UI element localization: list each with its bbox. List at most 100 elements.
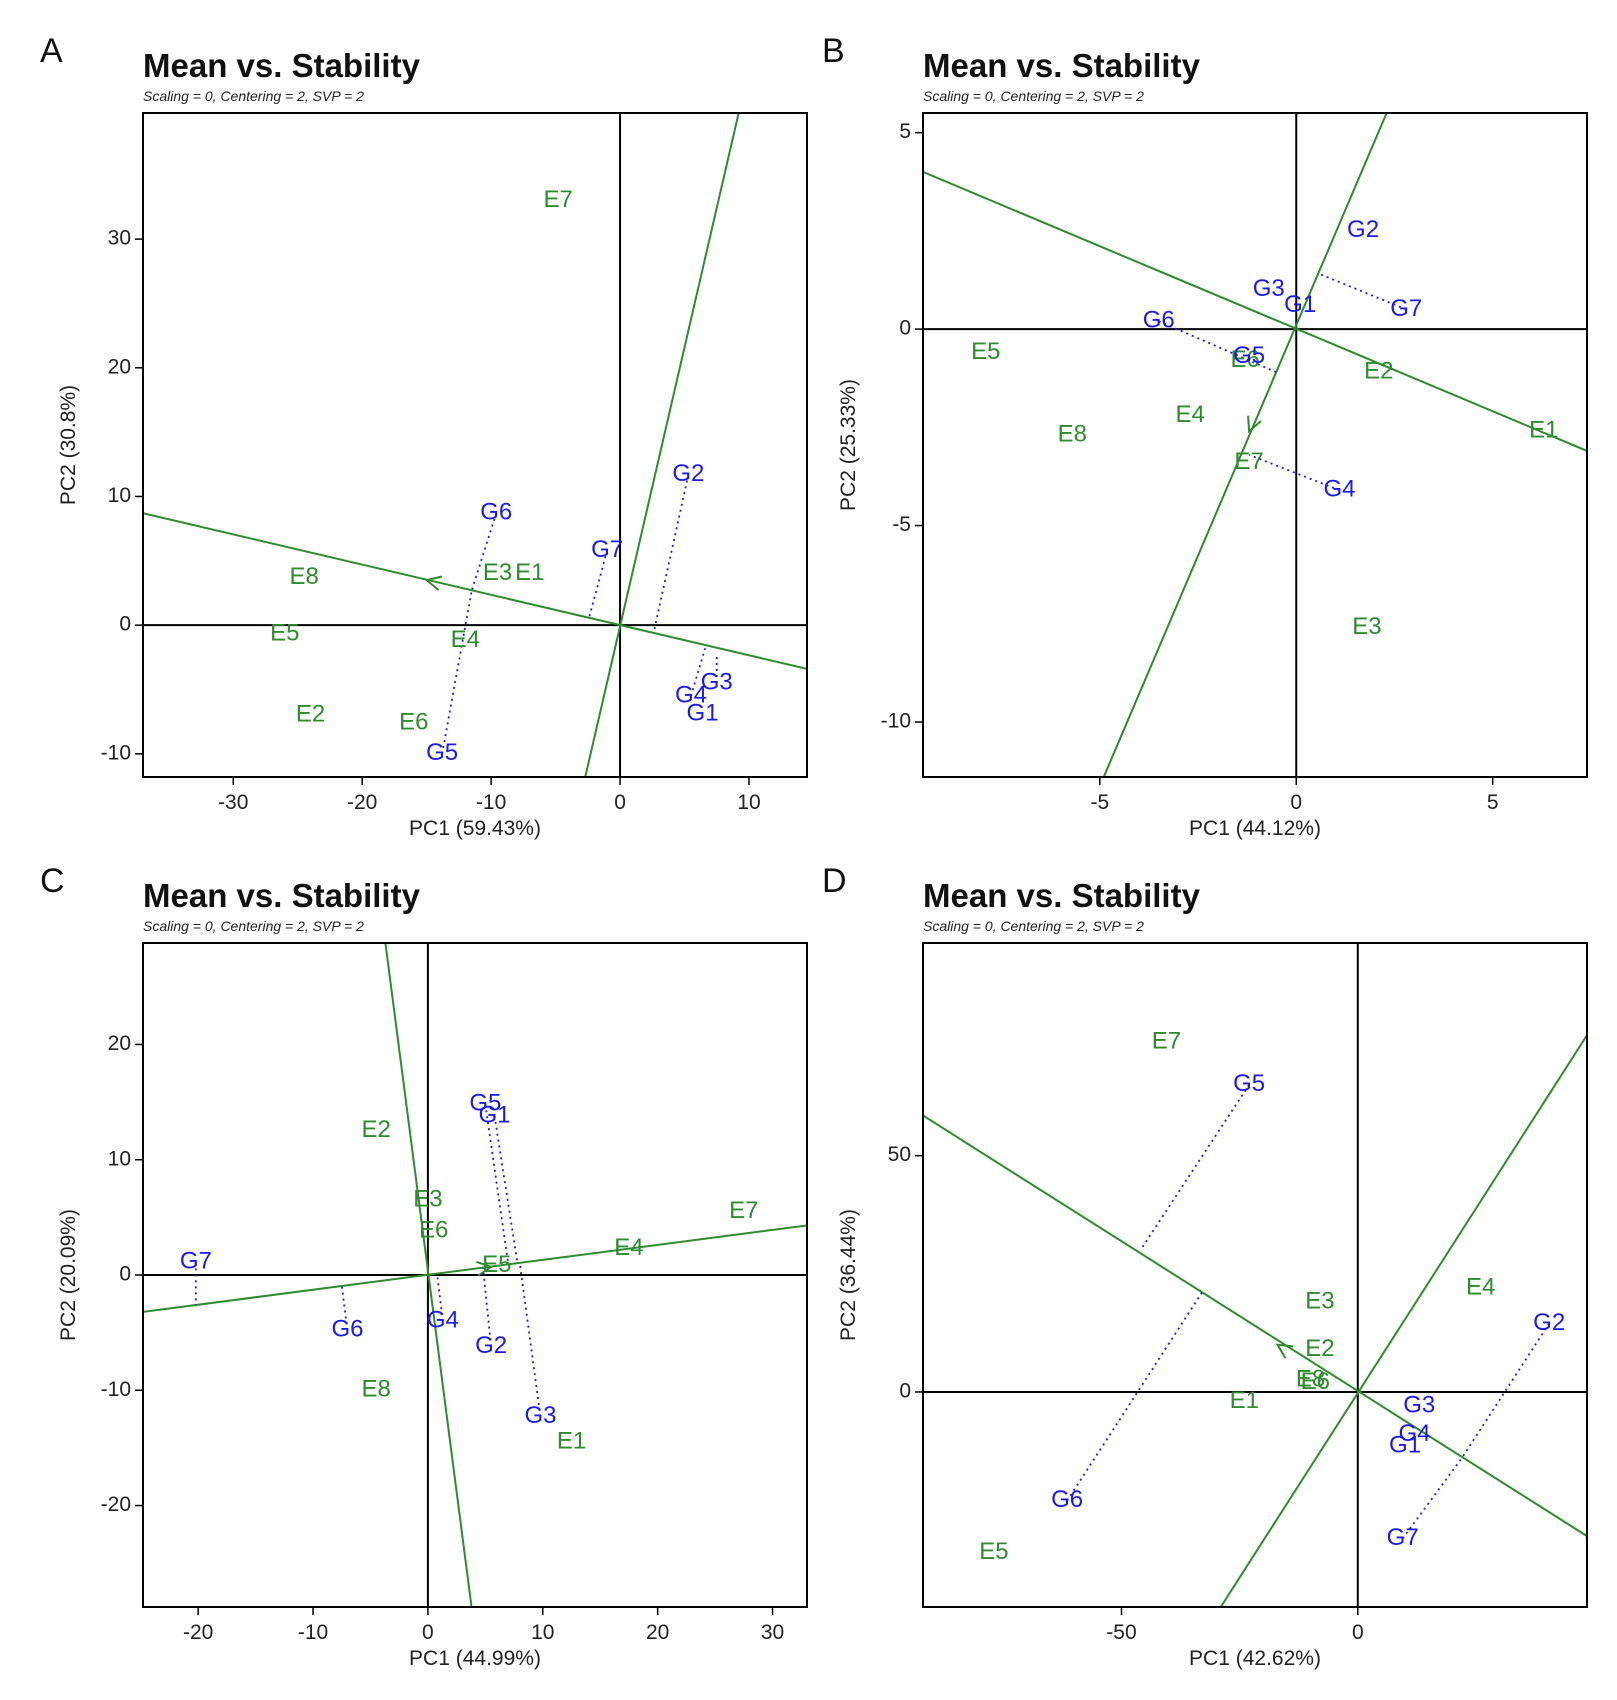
projection-line-g4: [690, 648, 707, 697]
env-label-e1: E1: [515, 559, 544, 586]
x-tick-label: 0: [1290, 791, 1302, 814]
projection-line-g5: [1139, 1084, 1250, 1251]
genotype-label-g2: G2: [1347, 216, 1379, 243]
env-label-e5: E5: [971, 338, 1000, 365]
y-tick-label: -10: [101, 741, 131, 764]
projection-line-g5: [441, 590, 473, 754]
y-tick-label: -10: [101, 1378, 131, 1401]
chart-subtitle: Scaling = 0, Centering = 2, SVP = 2: [143, 88, 364, 104]
panel-c: C Mean vs. Stability Scaling = 0, Centerin…: [40, 862, 808, 1670]
x-tick-label: 20: [646, 1621, 669, 1644]
plot-frame: [922, 112, 1588, 778]
plot-area: [923, 113, 1587, 777]
x-tick-label: 10: [531, 1621, 554, 1644]
x-axis-label: PC1 (44.12%): [1189, 817, 1321, 840]
x-tick-label: -10: [298, 1621, 328, 1644]
x-tick-label: -30: [218, 791, 248, 814]
genotype-label-g3: G3: [701, 668, 733, 695]
genotype-label-g6: G6: [1143, 307, 1175, 334]
genotype-label-g1: G1: [479, 1101, 511, 1128]
env-label-e8: E8: [362, 1376, 391, 1403]
chart-title: Mean vs. Stability: [923, 877, 1201, 914]
aec-abscissa-line: [143, 1224, 807, 1313]
panel-letter: D: [822, 862, 847, 900]
x-axis-label: PC1 (59.43%): [409, 817, 541, 840]
panel-letter: C: [40, 862, 65, 900]
y-tick-label: 20: [108, 1032, 131, 1055]
env-label-e8: E8: [1296, 1365, 1325, 1392]
env-label-e4: E4: [451, 626, 480, 653]
mean-direction-arrow: [424, 575, 443, 591]
mean-direction-arrow: [1247, 415, 1262, 434]
chart-title: Mean vs. Stability: [143, 47, 421, 84]
y-tick-label: -5: [892, 513, 911, 536]
genotype-label-g7: G7: [591, 536, 623, 563]
projection-line-g2: [482, 1267, 492, 1347]
genotype-label-g4: G4: [427, 1306, 459, 1333]
env-label-e2: E2: [1364, 358, 1393, 385]
chart-title: Mean vs. Stability: [143, 877, 421, 914]
genotype-label-g5: G5: [1233, 342, 1265, 369]
mean-direction-arrow: [475, 1260, 494, 1277]
panel-letter: A: [40, 32, 63, 70]
projection-line-g4: [1248, 453, 1340, 492]
genotype-label-g5: G5: [426, 739, 458, 766]
env-label-e6: E6: [419, 1217, 448, 1244]
genotype-label-g6: G6: [480, 499, 512, 526]
env-label-e6: E6: [1230, 346, 1259, 373]
x-tick-label: -50: [1106, 1621, 1136, 1644]
projection-line-g2: [652, 474, 690, 634]
x-tick-label: 0: [1352, 1621, 1364, 1644]
panel-d: D Mean vs. Stability Scaling = 0, Centerin…: [822, 862, 1588, 1670]
genotype-label-g1: G1: [687, 699, 719, 726]
genotype-label-g4: G4: [1398, 1420, 1430, 1447]
x-tick-label: 0: [422, 1621, 434, 1644]
env-label-e8: E8: [289, 563, 318, 590]
plot-frame: [922, 942, 1588, 1608]
env-label-e3: E3: [413, 1185, 442, 1212]
env-label-e8: E8: [1058, 421, 1087, 448]
y-tick-label: 0: [119, 613, 131, 636]
y-tick-label: 5: [899, 120, 911, 143]
aec-abscissa-line: [923, 171, 1587, 452]
env-label-e2: E2: [296, 701, 325, 728]
projection-line-g3: [518, 1263, 542, 1417]
genotype-label-g4: G4: [675, 681, 707, 708]
env-label-e1: E1: [1230, 1387, 1259, 1414]
y-tick-label: 10: [108, 484, 131, 507]
y-tick-label: 20: [108, 355, 131, 378]
x-tick-label: -10: [476, 791, 506, 814]
genotype-label-g3: G3: [524, 1402, 556, 1429]
y-axis-label: PC2 (25.33%): [837, 379, 860, 511]
y-tick-label: 0: [119, 1263, 131, 1286]
genotype-label-g2: G2: [1533, 1309, 1565, 1336]
genotype-label-g7: G7: [180, 1248, 212, 1275]
x-tick-label: -20: [183, 1621, 213, 1644]
y-axis-label: PC2 (30.8%): [57, 385, 80, 505]
x-tick-label: 0: [614, 791, 626, 814]
env-label-e4: E4: [614, 1234, 643, 1261]
env-label-e3: E3: [1352, 613, 1381, 640]
chart-subtitle: Scaling = 0, Centering = 2, SVP = 2: [923, 88, 1144, 104]
chart-title: Mean vs. Stability: [923, 47, 1201, 84]
env-label-e6: E6: [1301, 1368, 1330, 1395]
plot-area: [143, 943, 807, 1607]
projection-line-g6: [340, 1285, 349, 1331]
aec-ordinate-line: [1219, 1034, 1587, 1607]
x-tick-label: 10: [737, 791, 760, 814]
genotype-label-g3: G3: [1253, 275, 1285, 302]
genotype-label-g2: G2: [475, 1332, 507, 1359]
env-label-e7: E7: [1234, 448, 1263, 475]
projection-line-g4: [436, 1273, 444, 1322]
chart-subtitle: Scaling = 0, Centering = 2, SVP = 2: [143, 918, 364, 934]
projection-line-g2: [1461, 1322, 1550, 1459]
chart-subtitle: Scaling = 0, Centering = 2, SVP = 2: [923, 918, 1144, 934]
genotype-label-g6: G6: [331, 1316, 363, 1343]
y-tick-label: 50: [888, 1143, 911, 1166]
y-axis-label: PC2 (20.09%): [57, 1209, 80, 1341]
genotype-label-g6: G6: [1051, 1486, 1083, 1513]
env-label-e4: E4: [1466, 1273, 1495, 1300]
env-label-e6: E6: [399, 708, 428, 735]
env-label-e7: E7: [543, 186, 572, 213]
